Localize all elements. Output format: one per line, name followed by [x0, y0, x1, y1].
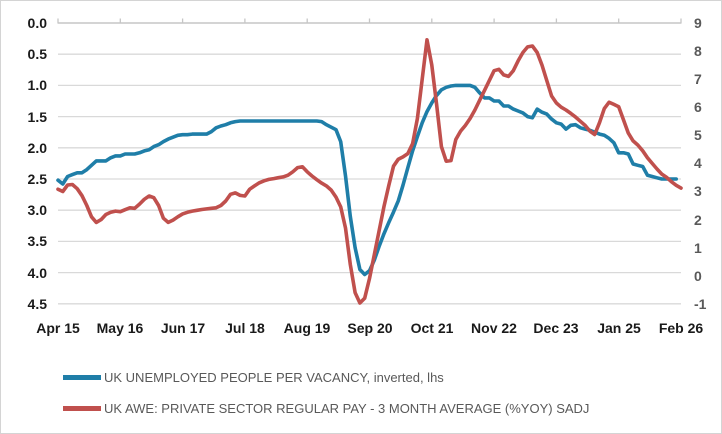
x-tick: May 16	[96, 320, 144, 336]
y-right-tick: 5	[694, 127, 702, 143]
series-line	[56, 83, 679, 277]
y-left-tick: 2.5	[27, 171, 47, 187]
series-line	[56, 37, 683, 305]
legend-line-swatch-blue	[63, 374, 101, 380]
y-right-tick: 6	[694, 99, 702, 115]
y-right-tick: 4	[694, 155, 702, 171]
x-tick: Dec 23	[533, 320, 579, 336]
x-tick: Oct 21	[410, 320, 454, 336]
y-left-tick: 1.5	[27, 109, 47, 125]
x-tick: Jun 17	[160, 320, 206, 336]
x-tick: Apr 15	[36, 320, 80, 336]
y-right-tick: 0	[694, 268, 702, 284]
y-right-tick: 7	[694, 71, 702, 87]
y-right-tick: -1	[694, 296, 707, 312]
x-tick: Nov 22	[471, 320, 517, 336]
x-tick: Aug 19	[283, 320, 331, 336]
y-right-tick: 3	[694, 183, 702, 199]
legend-line-swatch-red	[63, 405, 101, 411]
y-right-tick: 1	[694, 240, 702, 256]
y-right-tick: 8	[694, 43, 702, 59]
y-left-tick: 0.0	[27, 15, 47, 31]
legend-item-unemployed-per-vacancy: UK UNEMPLOYED PEOPLE PER VACANCY, invert…	[63, 369, 444, 385]
y-left-tick: 3.0	[27, 202, 47, 218]
x-tick: Jan 25	[597, 320, 641, 336]
y-left-tick: 1.0	[27, 77, 47, 93]
legend-item-awe-private-pay: UK AWE: PRIVATE SECTOR REGULAR PAY - 3 M…	[63, 400, 589, 416]
x-tick: Feb 26	[658, 320, 704, 336]
y-left-tick: 4.0	[27, 265, 47, 281]
x-tick: Sep 20	[347, 320, 393, 336]
y-left-tick: 3.5	[27, 233, 47, 249]
y-right-tick: 9	[694, 15, 702, 31]
x-tick: Jul 18	[225, 320, 265, 336]
legend-label: UK UNEMPLOYED PEOPLE PER VACANCY, invert…	[104, 369, 444, 385]
y-left-tick: 0.5	[27, 46, 47, 62]
y-right-tick: 2	[694, 212, 702, 228]
y-left-tick: 4.5	[27, 296, 47, 312]
legend-label: UK AWE: PRIVATE SECTOR REGULAR PAY - 3 M…	[104, 400, 590, 416]
y-left-tick: 2.0	[27, 140, 47, 156]
